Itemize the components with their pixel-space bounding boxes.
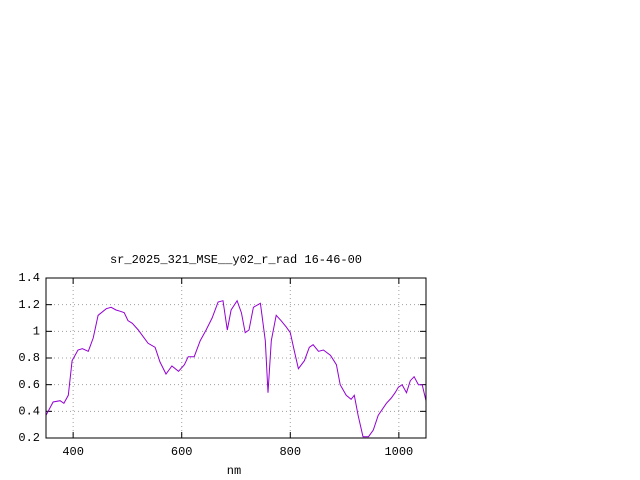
y-tick-label: 0.6: [18, 378, 40, 392]
data-line: [45, 299, 427, 438]
y-tick-label: 0.4: [18, 405, 40, 419]
x-tick-label: 800: [279, 445, 301, 459]
x-axis-label: nm: [227, 464, 241, 478]
y-tick-label: 1.2: [18, 298, 40, 312]
plot-frame: [45, 277, 427, 439]
x-tick-label: 600: [171, 445, 193, 459]
x-tick-label: 400: [62, 445, 84, 459]
y-tick-label: 0.2: [18, 431, 40, 445]
y-tick-label: 1.4: [18, 271, 40, 285]
y-tick-label: 0.8: [18, 351, 40, 365]
y-tick-label: 1: [33, 325, 40, 339]
x-tick-label: 1000: [384, 445, 413, 459]
chart-title: sr_2025_321_MSE__y02_r_rad 16-46-00: [110, 253, 362, 267]
